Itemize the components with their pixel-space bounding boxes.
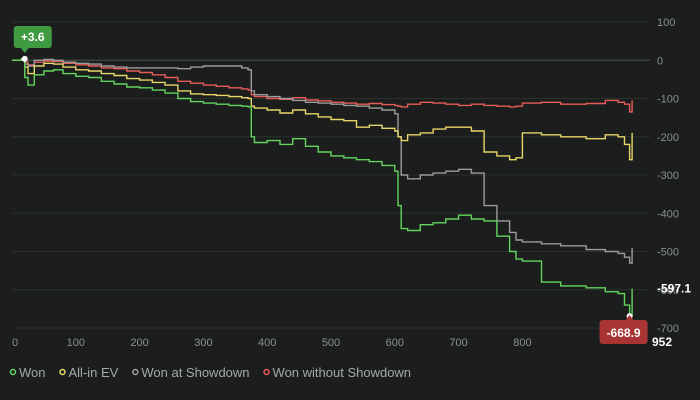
y-tick-label: -700 xyxy=(657,323,679,335)
max-value-label: +3.6 xyxy=(21,30,45,44)
x-tick-label: 700 xyxy=(449,337,467,349)
annotations: +3.6 952 -668.9 -597.1 xyxy=(13,26,691,349)
legend-item-all-in-ev[interactable]: All-in EV xyxy=(59,365,119,380)
series-line-won[interactable] xyxy=(12,58,633,317)
x-tick-label: 0 xyxy=(12,337,18,349)
legend-label: Won at Showdown xyxy=(141,365,249,380)
legend-swatch xyxy=(9,368,17,376)
min-value-label: -668.9 xyxy=(607,326,641,340)
series-line-won-at-showdown[interactable] xyxy=(12,58,633,264)
legend-item-won-without-showdown[interactable]: Won without Showdown xyxy=(263,365,412,380)
legend-label: Won xyxy=(19,365,46,380)
legend[interactable]: Won All-in EV Won at Showdown Won without S… xyxy=(9,365,412,380)
max-value-badge xyxy=(13,26,52,48)
legend-swatch xyxy=(132,368,139,376)
legend-swatch xyxy=(59,368,66,376)
series-lines[interactable] xyxy=(12,58,633,317)
y-tick-label: -400 xyxy=(657,208,679,220)
grid xyxy=(12,21,650,329)
min-value-badge xyxy=(599,320,648,344)
min-badge-pointer xyxy=(625,315,634,320)
series-line-all-in-ev[interactable] xyxy=(12,58,633,161)
y-tick-label: 100 xyxy=(657,17,675,29)
x-tick-label: 200 xyxy=(130,337,148,349)
x-tick-label: 600 xyxy=(386,337,404,349)
y-tick-label: -200 xyxy=(657,132,679,144)
x-tick-label: 800 xyxy=(513,337,531,349)
max-badge-pointer xyxy=(20,48,29,53)
x-tick-label: 400 xyxy=(258,337,276,349)
y-tick-label: -600 xyxy=(657,285,679,297)
x-tick-label: 300 xyxy=(194,337,212,349)
legend-label: Won without Showdown xyxy=(273,365,412,380)
axes: 100 0 -100 -200 -300 -400 -500 -600 -700 0 100 200 3… xyxy=(12,17,679,349)
legend-item-won[interactable]: Won xyxy=(9,365,46,380)
clipped-x-tick-label: 952 xyxy=(652,335,672,349)
x-tick-label: 100 xyxy=(67,337,85,349)
legend-item-won-at-showdown[interactable]: Won at Showdown xyxy=(132,365,250,380)
end-value-label: -597.1 xyxy=(657,282,691,296)
y-tick-label: 0 xyxy=(657,55,663,67)
legend-label: All-in EV xyxy=(69,365,119,380)
max-point-marker xyxy=(21,55,28,62)
x-tick-label: 500 xyxy=(322,337,340,349)
y-tick-label: -500 xyxy=(657,247,679,259)
y-tick-label: -300 xyxy=(657,170,679,182)
legend-swatch xyxy=(263,368,270,376)
y-tick-label: -100 xyxy=(657,94,679,106)
